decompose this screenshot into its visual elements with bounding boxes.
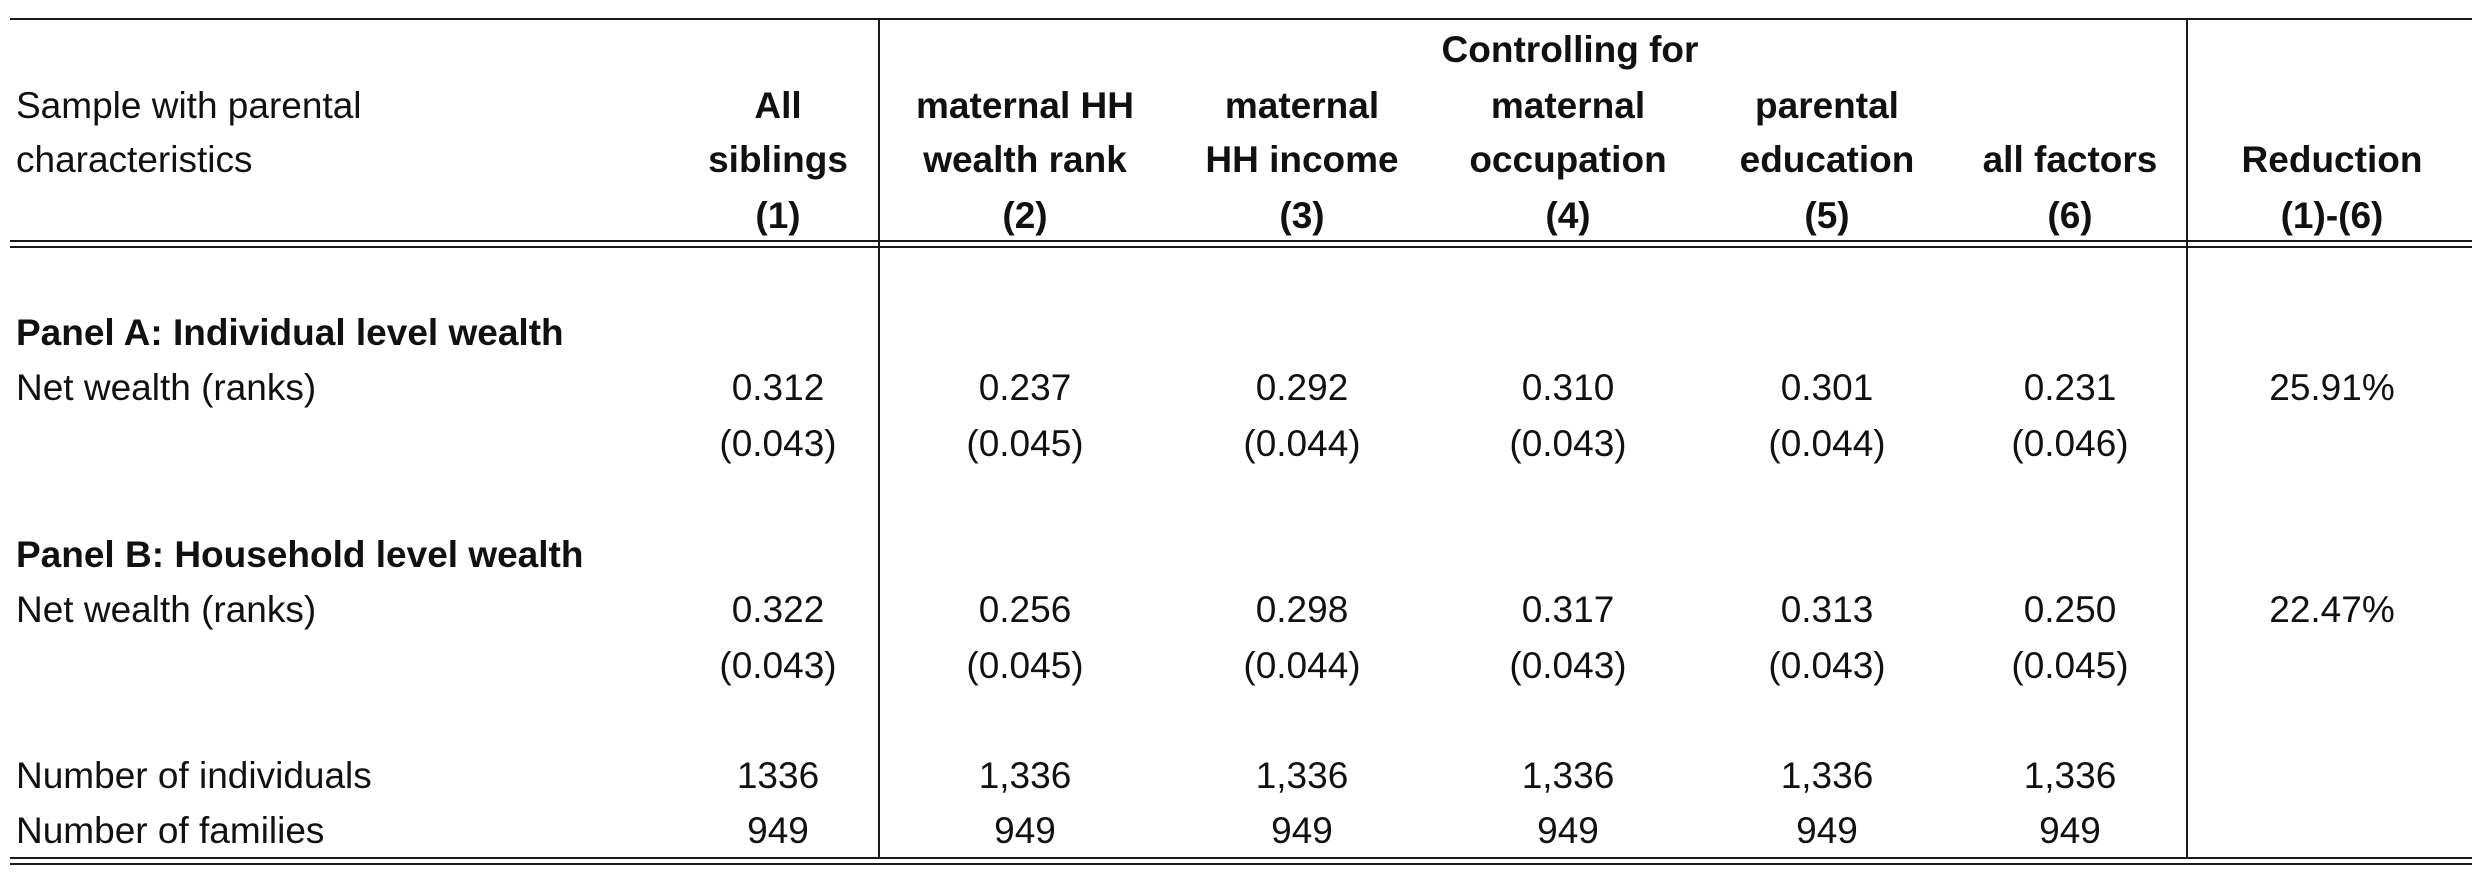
column-3-line3: HH income <box>1205 139 1399 180</box>
column-4-number: (4) <box>1545 195 1591 236</box>
families-4: 949 <box>1537 810 1599 851</box>
panel-b-coef-1: 0.322 <box>731 589 825 630</box>
panel-b-coef-6: 0.250 <box>2023 589 2117 630</box>
column-7-line3: Reduction <box>2241 139 2423 180</box>
individuals-2: 1,336 <box>978 755 1072 796</box>
column-4-line3: occupation <box>1469 139 1667 180</box>
column-5-number: (5) <box>1804 195 1850 236</box>
header-rule-double-top <box>10 240 2472 242</box>
column-2-line3: wealth rank <box>923 139 1127 180</box>
bottom-rule-double-top <box>10 857 2472 859</box>
panel-a-title: Panel A: Individual level wealth <box>16 312 564 353</box>
individuals-6: 1,336 <box>2023 755 2117 796</box>
column-1-line3: siblings <box>708 139 848 180</box>
column-2-line2: maternal HH <box>916 85 1134 126</box>
column-7-number: (1)-(6) <box>2280 195 2384 236</box>
individuals-1: 1336 <box>736 755 820 796</box>
panel-a-se-4: (0.043) <box>1509 423 1627 464</box>
families-label: Number of families <box>16 810 325 851</box>
individuals-3: 1,336 <box>1255 755 1349 796</box>
column-2-number: (2) <box>1002 195 1048 236</box>
families-1: 949 <box>747 810 809 851</box>
panel-a-se-2: (0.045) <box>966 423 1084 464</box>
column-1-line2: All <box>754 85 802 126</box>
column-4-line2: maternal <box>1490 85 1646 126</box>
panel-a-row-label: Net wealth (ranks) <box>16 367 317 408</box>
bottom-rule-double-bottom <box>10 863 2472 865</box>
panel-b-coef-7: 22.47% <box>2269 589 2395 630</box>
panel-b-se-4: (0.043) <box>1509 645 1627 686</box>
column-5-line2: parental <box>1755 85 1899 126</box>
panel-b-row-label: Net wealth (ranks) <box>16 589 317 630</box>
panel-a-coef-2: 0.237 <box>978 367 1072 408</box>
top-rule <box>10 18 2472 20</box>
panel-a-se-5: (0.044) <box>1768 423 1886 464</box>
panel-a-se-1: (0.043) <box>719 423 837 464</box>
panel-b-se-1: (0.043) <box>719 645 837 686</box>
panel-b-coef-5: 0.313 <box>1780 589 1874 630</box>
column-3-number: (3) <box>1279 195 1325 236</box>
panel-a-coef-5: 0.301 <box>1780 367 1874 408</box>
families-2: 949 <box>994 810 1056 851</box>
panel-b-se-2: (0.045) <box>966 645 1084 686</box>
panel-a-coef-3: 0.292 <box>1255 367 1349 408</box>
panel-a-se-6: (0.046) <box>2011 423 2129 464</box>
sample-label-line1: Sample with parental <box>16 85 362 126</box>
column-5-line3: education <box>1739 139 1915 180</box>
divider-right <box>2186 18 2188 858</box>
panel-b-coef-2: 0.256 <box>978 589 1072 630</box>
individuals-5: 1,336 <box>1780 755 1874 796</box>
panel-b-se-5: (0.043) <box>1768 645 1886 686</box>
panel-b-coef-4: 0.317 <box>1521 589 1615 630</box>
column-1-number: (1) <box>755 195 801 236</box>
panel-a-se-3: (0.044) <box>1243 423 1361 464</box>
column-6-line3: all factors <box>1982 139 2158 180</box>
column-3-line2: maternal <box>1224 85 1380 126</box>
panel-a-coef-4: 0.310 <box>1521 367 1615 408</box>
families-3: 949 <box>1271 810 1333 851</box>
column-6-number: (6) <box>2047 195 2093 236</box>
panel-a-coef-7: 25.91% <box>2269 367 2395 408</box>
header-rule-double-bottom <box>10 246 2472 248</box>
panel-b-se-3: (0.044) <box>1243 645 1361 686</box>
panel-a-coef-1: 0.312 <box>731 367 825 408</box>
panel-b-title: Panel B: Household level wealth <box>16 534 584 575</box>
families-5: 949 <box>1796 810 1858 851</box>
families-6: 949 <box>2039 810 2101 851</box>
individuals-4: 1,336 <box>1521 755 1615 796</box>
sample-label-line2: characteristics <box>16 139 253 180</box>
panel-b-se-6: (0.045) <box>2011 645 2129 686</box>
panel-b-coef-3: 0.298 <box>1255 589 1349 630</box>
divider-left <box>878 18 880 858</box>
controlling-for-heading: Controlling for <box>1441 29 1699 70</box>
panel-a-coef-6: 0.231 <box>2023 367 2117 408</box>
individuals-label: Number of individuals <box>16 755 372 796</box>
